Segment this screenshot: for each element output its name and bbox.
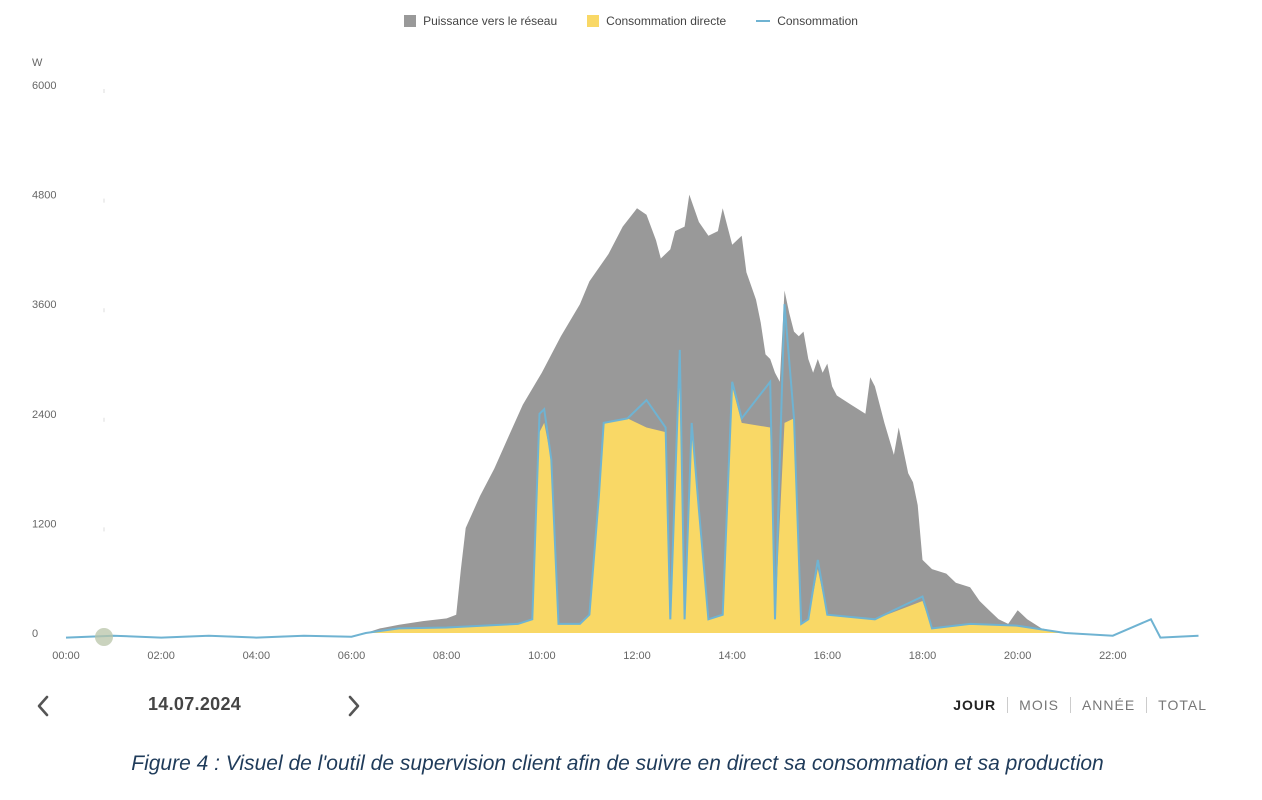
x-tick-label: 02:00	[147, 650, 175, 662]
legend-item-grid[interactable]: Puissance vers le réseau	[404, 14, 557, 28]
figure-caption: Figure 4 : Visuel de l'outil de supervis…	[131, 752, 1104, 775]
x-tick-label: 04:00	[243, 650, 271, 662]
y-axis-unit: W	[32, 57, 43, 69]
tab-mois[interactable]: MOIS	[1019, 697, 1059, 713]
y-tick-label: 1200	[32, 518, 56, 530]
next-day-button[interactable]	[341, 692, 365, 720]
chevron-left-icon	[37, 695, 49, 717]
series-area-direct	[365, 363, 1066, 633]
y-axis-ticks: 0 1200 2400 3600 4800 6000	[32, 80, 105, 640]
x-tick-label: 06:00	[338, 650, 366, 662]
legend-label-consumption: Consommation	[777, 14, 858, 28]
x-tick-label: 10:00	[528, 650, 556, 662]
hover-marker-dot[interactable]	[95, 628, 113, 646]
chevron-right-icon	[348, 695, 360, 717]
series-line-consumption	[65, 304, 1199, 639]
x-tick-label: 22:00	[1099, 650, 1127, 662]
date-navigation: 14.07.2024 JOUR MOIS ANNÉE TOTAL	[0, 690, 1262, 722]
period-tabs: JOUR MOIS ANNÉE TOTAL	[942, 697, 1218, 713]
y-tick-label: 4800	[32, 190, 56, 202]
tab-annee[interactable]: ANNÉE	[1081, 697, 1136, 713]
y-tick-label: 3600	[32, 299, 56, 311]
x-axis-ticks: 00:00 02:00 04:00 06:00 08:00 10:00 12:00 14:00…	[52, 650, 1126, 662]
x-tick-label: 12:00	[623, 650, 651, 662]
x-tick-label: 00:00	[52, 650, 80, 662]
chart-legend: Puissance vers le réseau Consommation di…	[0, 14, 1262, 28]
tab-divider	[1146, 697, 1148, 713]
hover-marker[interactable]	[95, 628, 113, 646]
series-area-grid	[365, 194, 1066, 633]
legend-line-consumption	[756, 20, 771, 22]
y-tick-label: 2400	[32, 409, 56, 421]
tab-jour[interactable]: JOUR	[953, 697, 997, 713]
x-tick-label: 14:00	[718, 650, 746, 662]
current-date[interactable]: 14.07.2024	[148, 694, 242, 714]
series-layer	[65, 194, 1199, 639]
legend-swatch-direct	[587, 15, 600, 27]
legend-label-grid: Puissance vers le réseau	[423, 14, 558, 28]
legend-item-consumption[interactable]: Consommation	[756, 14, 858, 28]
tab-divider	[1007, 697, 1009, 713]
x-tick-label: 20:00	[1004, 650, 1032, 662]
tab-total[interactable]: TOTAL	[1158, 697, 1207, 713]
x-tick-label: 08:00	[433, 650, 461, 662]
y-tick-label: 0	[32, 628, 38, 640]
legend-swatch-grid	[404, 15, 417, 27]
previous-day-button[interactable]	[32, 692, 56, 720]
legend-item-direct[interactable]: Consommation directe	[587, 14, 726, 28]
tab-divider	[1069, 697, 1071, 713]
y-tick-label: 6000	[32, 80, 56, 92]
x-tick-label: 16:00	[814, 650, 842, 662]
legend-label-direct: Consommation directe	[606, 14, 727, 28]
x-tick-label: 18:00	[909, 650, 937, 662]
